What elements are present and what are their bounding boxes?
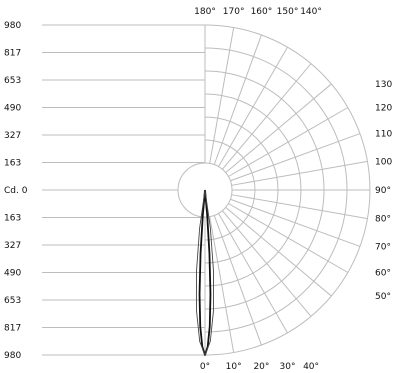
angle-label-bottom: 30° (280, 362, 296, 372)
angle-label-right: 80° (375, 215, 391, 225)
radial-tick-label: 653 (4, 76, 21, 86)
angle-label-right: 90° (375, 186, 391, 196)
angle-label-top: 170° (223, 7, 245, 17)
angle-label-top: 180° (194, 7, 216, 17)
grid-spoke (209, 216, 235, 353)
angle-label-right: 60° (375, 269, 391, 279)
angle-label-right: 130 (375, 80, 392, 90)
grid-spoke (218, 213, 288, 334)
radial-tick-label: 817 (4, 49, 21, 59)
grid-spoke (230, 133, 361, 182)
chart-series-group (196, 189, 214, 356)
series-curve-1 (196, 189, 214, 356)
angle-label-bottom: 20° (253, 362, 269, 372)
angle-label-right: 50° (375, 292, 391, 302)
angle-label-top: 150° (277, 7, 299, 17)
angle-label-right: 110 (375, 130, 392, 140)
grid-spoke (225, 206, 332, 297)
radial-tick-label: 327 (4, 241, 21, 251)
grid-spoke (228, 107, 349, 177)
radial-tick-label: 490 (4, 104, 21, 114)
angle-label-bottom: 40° (303, 362, 319, 372)
radial-tick-label: 653 (4, 296, 21, 306)
grid-spoke (228, 203, 349, 273)
grid-spoke (218, 46, 288, 167)
radial-tick-label: 163 (4, 159, 21, 169)
grid-spoke (213, 34, 262, 165)
angle-label-right: 100 (375, 157, 392, 167)
radial-tick-label: 980 (4, 351, 21, 361)
angle-label-top: 140° (300, 7, 322, 17)
grid-spoke (213, 215, 262, 346)
grid-spoke (230, 198, 361, 247)
grid-spoke (209, 27, 235, 164)
radial-tick-label: 163 (4, 214, 21, 224)
chart-grid (42, 24, 371, 356)
angle-label-bottom: 10° (226, 362, 242, 372)
chart-labels: 980 817 653 490 327 163 Cd. 0 163 327 490 653 817 98… (4, 7, 392, 372)
grid-spoke (231, 160, 368, 186)
angle-label-bottom: 0° (200, 362, 210, 372)
grid-spoke (231, 194, 368, 220)
angle-label-top: 160° (251, 7, 273, 17)
angle-label-right: 70° (375, 242, 391, 252)
cd-zero-label: Cd. 0 (4, 186, 28, 196)
grid-spoke (221, 210, 312, 317)
angle-label-right: 120 (375, 104, 392, 114)
radial-tick-label: 817 (4, 324, 21, 334)
grid-spoke (221, 63, 312, 170)
radial-tick-label: 490 (4, 269, 21, 279)
radial-tick-label: 980 (4, 21, 21, 31)
grid-spoke (225, 83, 332, 174)
radial-tick-label: 327 (4, 131, 21, 141)
